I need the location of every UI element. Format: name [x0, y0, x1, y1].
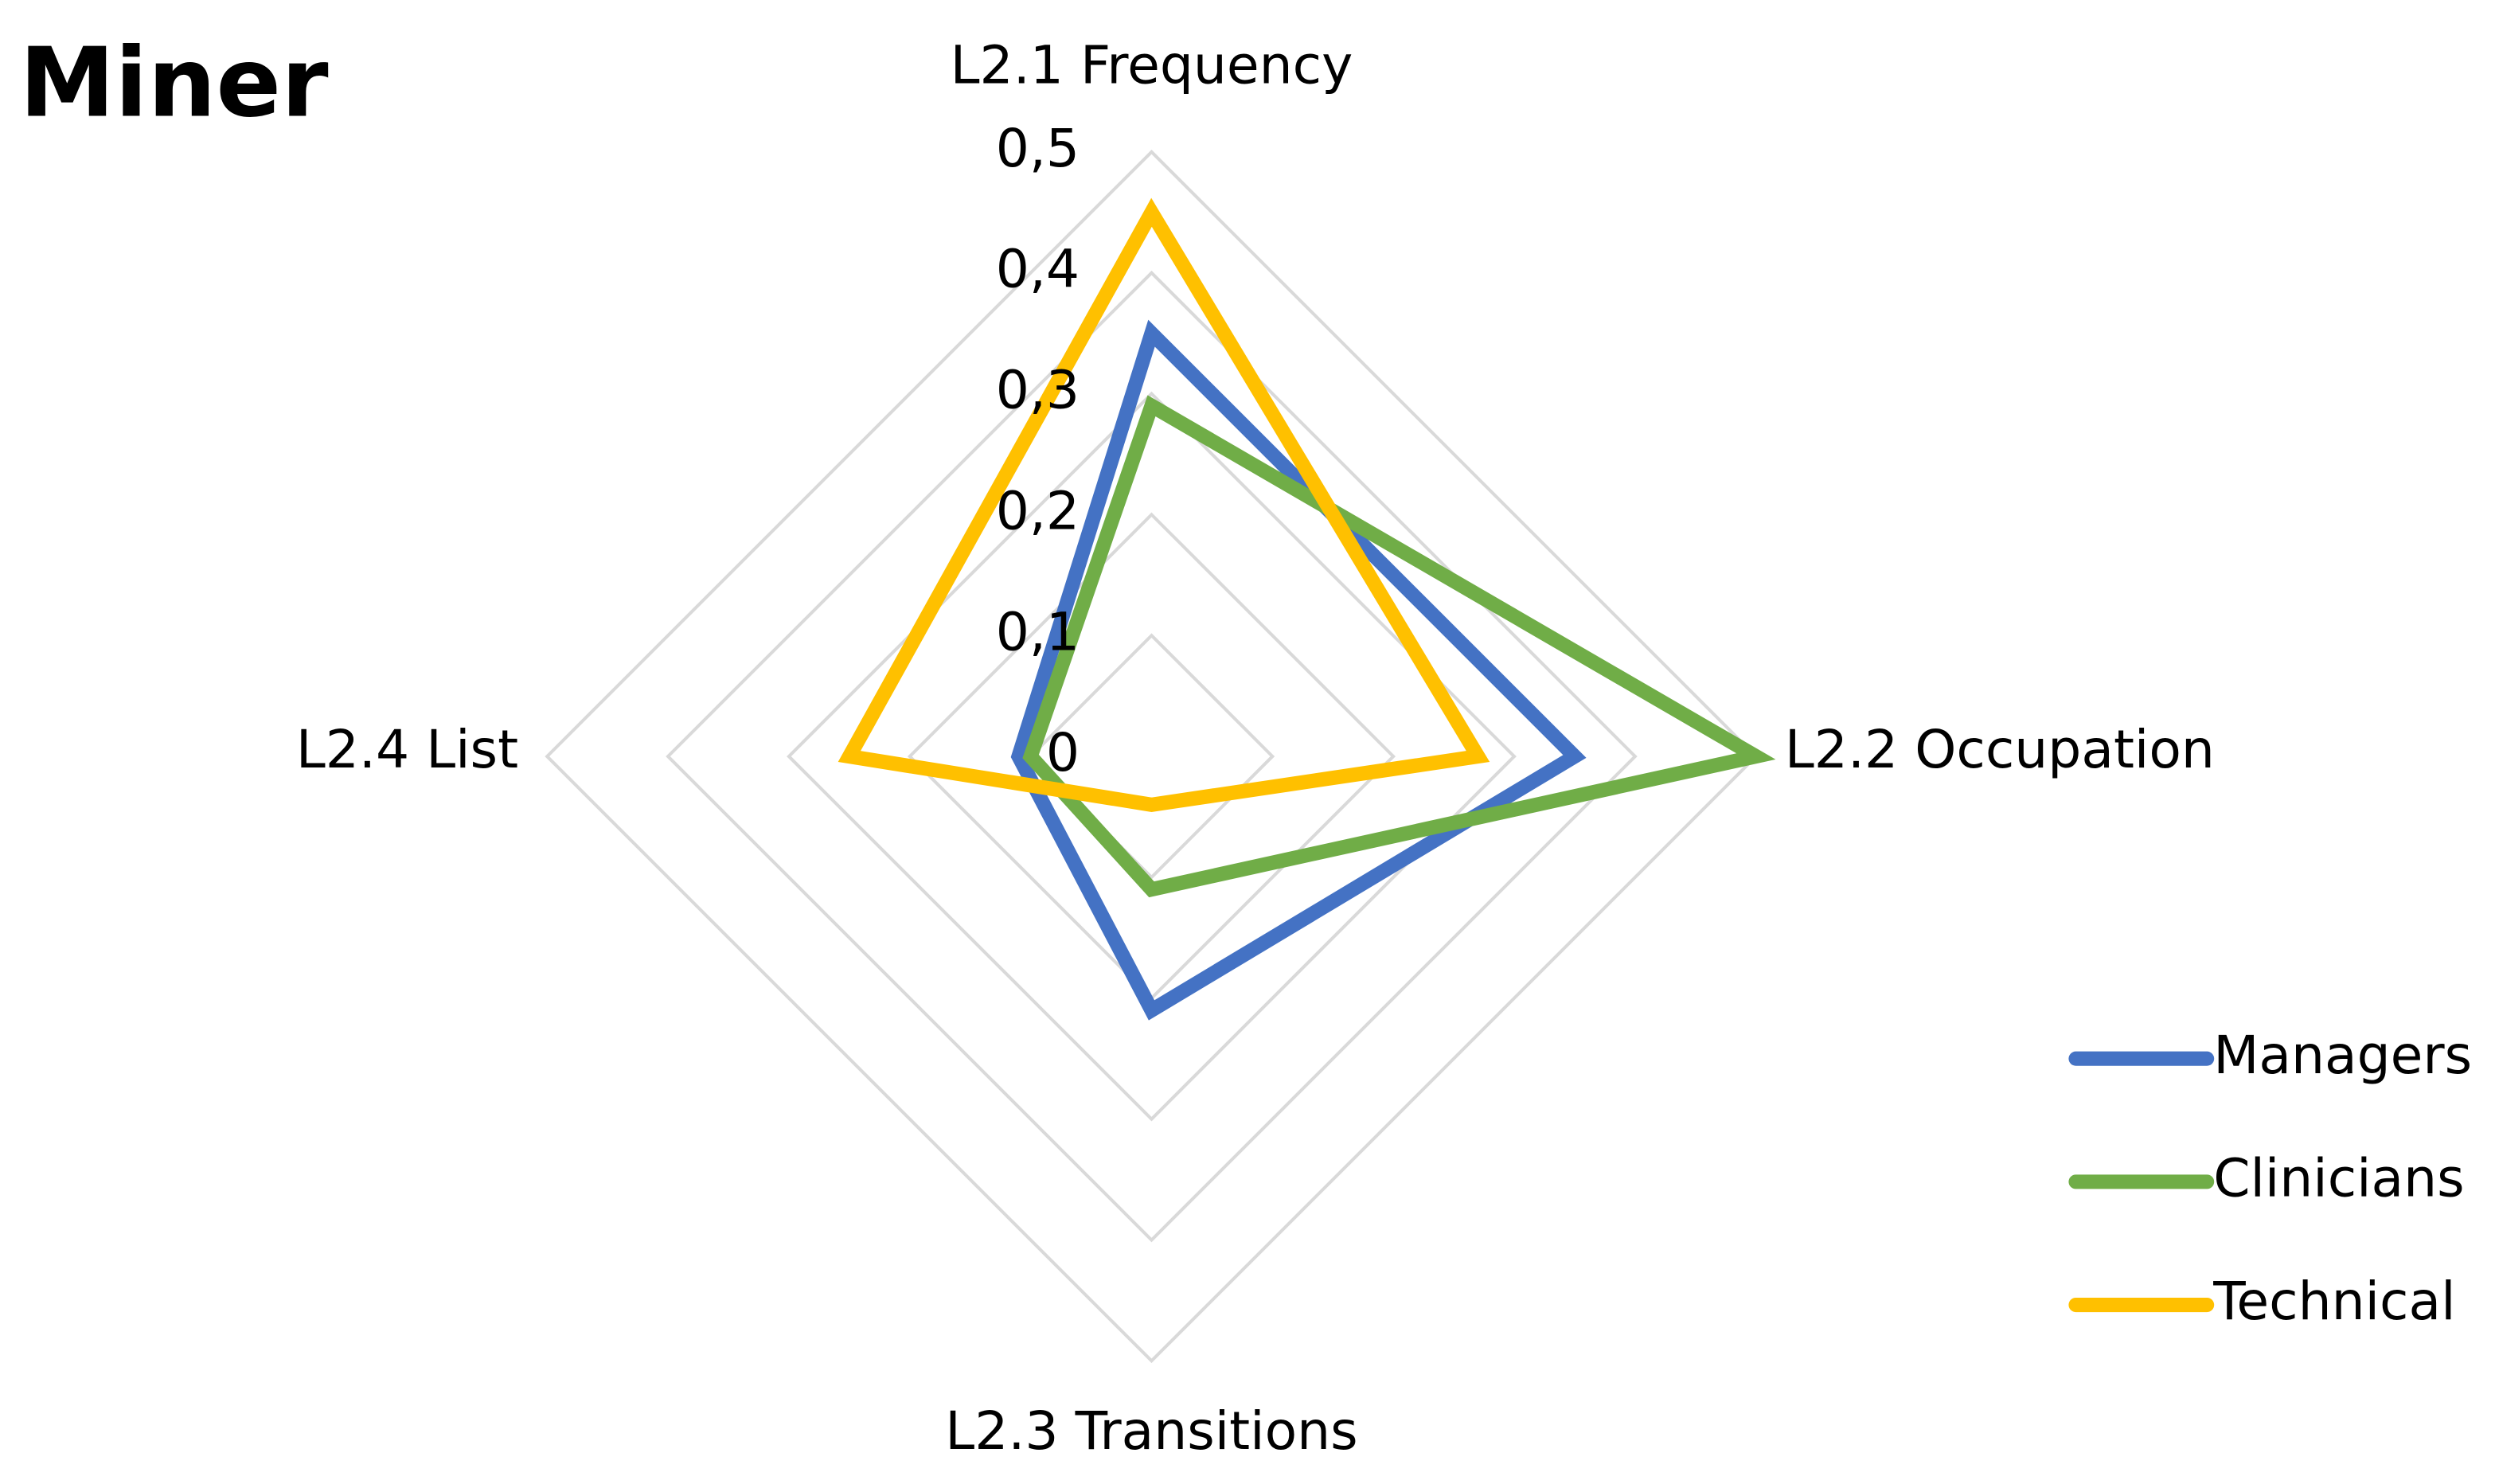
grid-line [545, 149, 1759, 1364]
legend-label: Technical [2212, 1270, 2455, 1332]
series-line [1022, 395, 1776, 898]
tick-label: 0,4 [996, 238, 1080, 300]
axis-label: L2.2 Occupation [1785, 718, 2215, 780]
series-line [838, 197, 1490, 812]
legend-label: Managers [2213, 1024, 2472, 1086]
grid-line [907, 512, 1396, 1001]
series-line [1010, 319, 1587, 1021]
chart-title: Miner [19, 28, 329, 139]
tick-label: 0,5 [996, 117, 1080, 179]
legend-label: Clinicians [2213, 1146, 2464, 1209]
tick-label: 0 [1046, 721, 1080, 783]
grid-line [1028, 633, 1275, 880]
tick-label: 0,1 [996, 600, 1080, 662]
tick-label: 0,2 [996, 479, 1080, 541]
plot [838, 197, 1776, 1021]
axis-label: L2.3 Transitions [945, 1400, 1357, 1462]
axis-label: L2.4 List [296, 718, 518, 780]
tick-label: 0,3 [996, 359, 1080, 421]
axis-label: L2.1 Frequency [951, 33, 1353, 96]
